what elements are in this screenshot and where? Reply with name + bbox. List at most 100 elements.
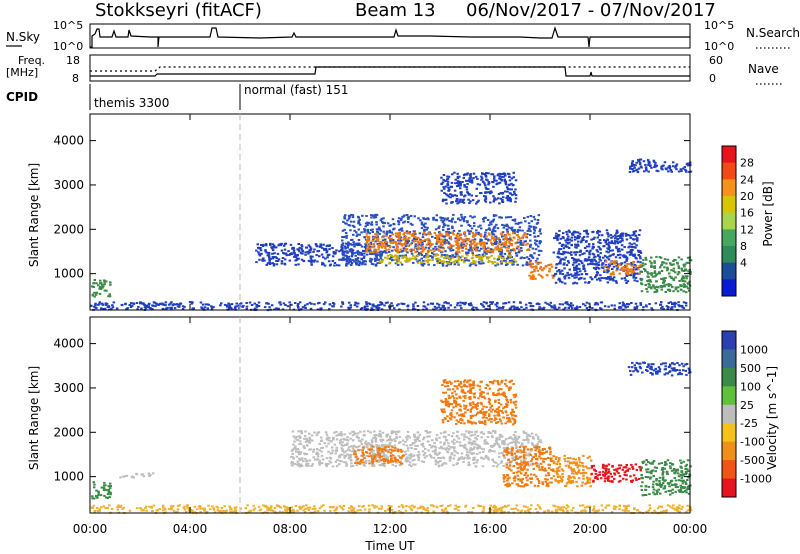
scatter-cell: [398, 308, 401, 311]
scatter-cell: [265, 244, 268, 247]
scatter-cell: [116, 506, 119, 509]
scatter-cell: [494, 237, 497, 240]
scatter-cell: [284, 510, 288, 513]
scatter-cell: [155, 302, 158, 305]
scatter-cell: [104, 280, 108, 283]
scatter-cell: [421, 239, 424, 242]
scatter-cell: [539, 232, 542, 235]
scatter-cell: [615, 261, 618, 264]
scatter-cell: [463, 444, 466, 447]
scatter-cell: [493, 197, 496, 200]
scatter-cell: [373, 506, 376, 509]
scatter-cell: [527, 433, 530, 436]
scatter-cell: [445, 202, 448, 205]
scatter-cell: [484, 200, 488, 203]
scatter-cell: [670, 308, 674, 311]
scatter-cell: [294, 302, 297, 304]
scatter-cell: [608, 264, 612, 267]
scatter-cell: [597, 264, 601, 266]
scatter-cell: [416, 261, 420, 264]
scatter-cell: [465, 430, 468, 433]
scatter-cell: [492, 177, 496, 180]
scatter-cell: [459, 233, 463, 236]
scatter-cell: [493, 461, 496, 464]
scatter-cell: [326, 254, 330, 257]
scatter-cell: [522, 430, 525, 433]
scatter-cell: [539, 441, 543, 444]
scatter-cell: [372, 238, 375, 241]
scatter-cell: [594, 276, 597, 279]
scatter-cell: [488, 448, 492, 451]
scatter-cell: [368, 462, 371, 465]
scatter-cell: [353, 304, 357, 307]
scatter-cell: [535, 243, 538, 246]
scatter-cell: [665, 283, 669, 286]
scatter-cell: [372, 464, 376, 467]
scatter-cell: [103, 484, 106, 487]
scatter-cell: [670, 506, 674, 509]
scatter-cell: [447, 231, 450, 234]
scatter-cell: [320, 450, 323, 453]
scatter-cell: [263, 259, 266, 262]
scatter-cell: [583, 247, 587, 249]
scatter-cell: [443, 240, 446, 243]
scatter-cell: [662, 308, 665, 311]
scatter-cell: [348, 258, 352, 261]
scatter-cell: [151, 472, 155, 475]
scatter-cell: [504, 260, 507, 263]
scatter-cell: [335, 506, 339, 509]
scatter-cell: [630, 268, 633, 271]
scatter-cell: [203, 507, 206, 510]
scatter-cell: [443, 301, 446, 304]
scatter-cell: [444, 301, 448, 304]
scatter-cell: [475, 248, 478, 251]
scatter-cell: [442, 219, 446, 222]
scatter-cell: [570, 509, 573, 512]
scatter-cell: [447, 189, 451, 192]
scatter-cell: [412, 230, 416, 233]
scatter-cell: [362, 464, 366, 466]
scatter-cell: [615, 505, 618, 508]
scatter-cell: [586, 232, 590, 235]
scatter-cell: [642, 170, 646, 173]
scatter-cell: [449, 193, 452, 196]
scatter-cell: [372, 437, 375, 439]
scatter-cell: [621, 237, 624, 240]
scatter-cell: [442, 223, 446, 226]
scatter-cell: [442, 174, 446, 176]
scatter-cell: [385, 241, 388, 243]
scatter-cell: [558, 303, 562, 306]
scatter-cell: [99, 285, 102, 288]
scatter-cell: [512, 248, 515, 250]
scatter-cell: [529, 215, 533, 217]
scatter-cell: [508, 233, 511, 236]
scatter-cell: [561, 257, 564, 260]
scatter-cell: [391, 239, 395, 241]
scatter-cell: [325, 433, 329, 436]
scatter-cell: [618, 250, 621, 253]
scatter-cell: [482, 305, 486, 308]
scatter-cell: [584, 281, 587, 284]
scatter-cell: [365, 454, 368, 457]
scatter-cell: [481, 253, 485, 256]
scatter-cell: [655, 273, 658, 276]
scatter-cell: [226, 305, 229, 308]
scatter-cell: [335, 434, 338, 437]
scatter-cell: [683, 166, 686, 169]
scatter-cell: [593, 303, 597, 306]
scatter-cell: [341, 247, 344, 250]
scatter-cell: [389, 457, 393, 460]
scatter-cell: [622, 505, 626, 507]
scatter-cell: [389, 444, 392, 447]
scatter-cell: [132, 476, 135, 479]
scatter-cell: [650, 266, 653, 268]
scatter-cell: [521, 264, 525, 267]
scatter-cell: [506, 195, 509, 198]
scatter-cell: [653, 166, 656, 169]
scatter-cell: [528, 262, 531, 265]
scatter-cell: [521, 229, 524, 232]
scatter-cell: [538, 240, 542, 243]
scatter-cell: [469, 244, 473, 247]
scatter-cell: [653, 164, 657, 167]
scatter-cell: [648, 507, 652, 510]
